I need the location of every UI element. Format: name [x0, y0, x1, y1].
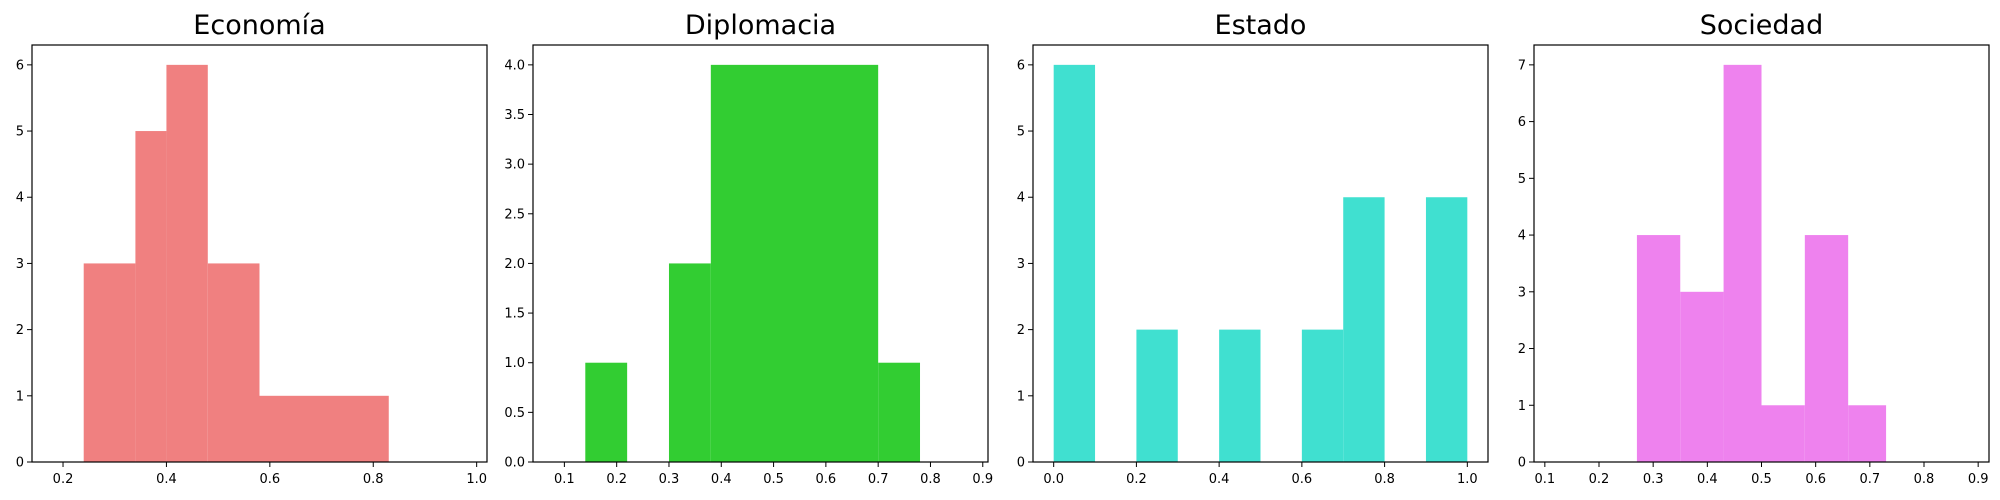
- histogram-bar-economia-0: [83, 263, 136, 462]
- x-tick-label: 0.6: [816, 472, 837, 487]
- x-tick-label: 0.7: [868, 472, 889, 487]
- y-tick-label: 1.0: [504, 356, 525, 371]
- histogram-bar-diplomacia-2: [710, 64, 879, 462]
- histogram-bar-economia-4: [259, 395, 389, 462]
- x-tick-label: 0.2: [1589, 472, 1610, 487]
- chart-title-estado: Estado: [1215, 10, 1307, 41]
- y-tick-label: 6: [1017, 58, 1025, 73]
- y-tick-label: 1: [16, 389, 24, 404]
- x-tick-label: 0.6: [1292, 472, 1313, 487]
- x-tick-label: 0.8: [363, 472, 384, 487]
- y-tick-label: 3.5: [504, 108, 525, 123]
- x-tick-label: 0.8: [1374, 472, 1395, 487]
- y-tick-label: 2: [16, 323, 24, 338]
- panel-sociedad: 0.1 0.2 0.3 0.4 0.5 0.6 0.7 0.8 0.9 0 1 2 3 4 5 6 7 Socie…: [1518, 10, 1990, 487]
- histogram-bar-sociedad-2: [1723, 64, 1762, 462]
- panel-economia: 0.2 0.4 0.6 0.8 1.0 0 1 2 3 4 5 6 Economía: [16, 10, 488, 487]
- x-tick-label: 0.2: [1126, 472, 1147, 487]
- x-tick-label: 0.1: [1534, 472, 1555, 487]
- histogram-bar-sociedad-3: [1761, 405, 1805, 462]
- y-tick-label: 3: [1518, 285, 1526, 300]
- x-tick-label: 1.0: [466, 472, 487, 487]
- x-tick-label: 0.4: [1697, 472, 1718, 487]
- y-tick-label: 0: [1017, 456, 1025, 471]
- y-tick-label: 6: [16, 58, 24, 73]
- x-tick-label: 0.3: [659, 472, 680, 487]
- y-tick-label: 7: [1518, 58, 1526, 73]
- y-tick-label: 1: [1518, 399, 1526, 414]
- x-tick-label: 0.6: [259, 472, 280, 487]
- x-tick-label: 0.5: [763, 472, 784, 487]
- x-tick-label: 0.8: [920, 472, 941, 487]
- axes-frame-estado: [1032, 44, 1489, 463]
- y-tick-label: 3: [1017, 257, 1025, 272]
- x-tick-label: 0.1: [554, 472, 575, 487]
- y-tick-label: 6: [1518, 115, 1526, 130]
- x-tick-label: 0.9: [972, 472, 993, 487]
- y-tick-label: 4.0: [504, 58, 525, 73]
- chart-title-economia: Economía: [193, 10, 325, 41]
- histogram-bar-estado-1: [1136, 329, 1178, 462]
- histogram-bar-estado-0: [1053, 64, 1096, 462]
- y-tick-label: 5: [1017, 125, 1025, 140]
- histogram-bar-sociedad-4: [1804, 235, 1849, 462]
- x-tick-label: 0.4: [711, 472, 732, 487]
- y-tick-label: 1: [1017, 389, 1025, 404]
- x-tick-label: 0.4: [156, 472, 177, 487]
- y-tick-label: 0: [16, 456, 24, 471]
- y-tick-label: 2: [1518, 342, 1526, 357]
- histogram-bar-estado-4: [1343, 197, 1385, 462]
- x-tick-label: 0.9: [1968, 472, 1989, 487]
- histogram-bar-economia-1: [135, 131, 167, 463]
- y-tick-label: 4: [1017, 191, 1025, 206]
- x-tick-label: 0.4: [1209, 472, 1230, 487]
- histogram-bar-sociedad-1: [1680, 291, 1724, 462]
- histogram-bar-diplomacia-0: [585, 362, 628, 462]
- x-tick-label: 0.3: [1643, 472, 1664, 487]
- axes-frame-diplomacia: [532, 44, 989, 463]
- histogram-bar-estado-2: [1219, 329, 1261, 462]
- y-tick-label: 2.0: [504, 257, 525, 272]
- x-tick-label: 0.2: [606, 472, 627, 487]
- y-tick-label: 4: [16, 191, 24, 206]
- panel-estado: 0.0 0.2 0.4 0.6 0.8 1.0 0 1 2 3 4 5 6 Estado: [1017, 10, 1489, 487]
- y-tick-label: 2.5: [504, 207, 525, 222]
- panel-diplomacia: 0.1 0.2 0.3 0.4 0.5 0.6 0.7 0.8 0.9 0.0 0.5 1.0 1.5 2…: [504, 10, 993, 487]
- histogram-bar-sociedad-5: [1848, 405, 1887, 462]
- x-tick-label: 1.0: [1457, 472, 1478, 487]
- histogram-bar-diplomacia-1: [668, 263, 711, 462]
- y-tick-label: 3.0: [504, 158, 525, 173]
- y-tick-label: 3: [16, 257, 24, 272]
- y-tick-label: 0.0: [504, 456, 525, 471]
- histogram-bar-sociedad-0: [1636, 235, 1681, 462]
- histogram-bar-diplomacia-3: [878, 362, 921, 462]
- x-tick-label: 0.6: [1805, 472, 1826, 487]
- y-tick-label: 0: [1518, 456, 1526, 471]
- histogram-bar-economia-2: [166, 64, 208, 462]
- y-tick-label: 5: [1518, 172, 1526, 187]
- chart-title-sociedad: Sociedad: [1700, 10, 1823, 41]
- y-tick-label: 0.5: [504, 406, 525, 421]
- x-tick-label: 0.7: [1859, 472, 1880, 487]
- x-tick-label: 0.2: [53, 472, 74, 487]
- x-tick-label: 0.8: [1914, 472, 1935, 487]
- histogram-bar-economia-3: [207, 263, 260, 462]
- y-tick-label: 2: [1017, 323, 1025, 338]
- y-tick-label: 1.5: [504, 307, 525, 322]
- x-tick-label: 0.5: [1751, 472, 1772, 487]
- axes-frame-economia: [31, 44, 488, 463]
- histogram-bar-estado-3: [1301, 329, 1344, 462]
- y-tick-label: 5: [16, 125, 24, 140]
- x-tick-label: 0.0: [1043, 472, 1064, 487]
- histogram-bar-estado-5: [1425, 197, 1468, 462]
- chart-title-diplomacia: Diplomacia: [685, 10, 836, 41]
- y-tick-label: 4: [1518, 229, 1526, 244]
